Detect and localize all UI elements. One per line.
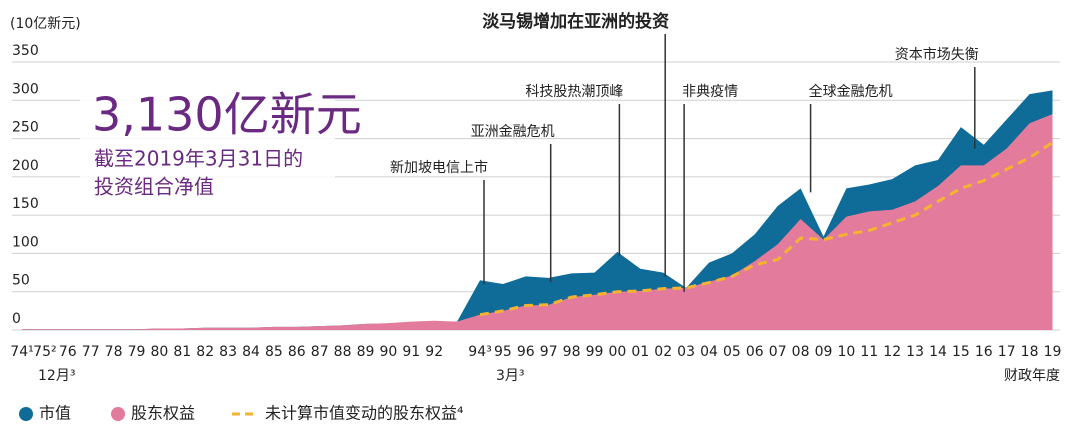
x-tick-label: 15 <box>952 344 970 360</box>
legend-label: 股东权益 <box>131 404 195 423</box>
x-tick-label: 87 <box>311 344 329 360</box>
x-tick-label: 09 <box>815 344 833 360</box>
y-tick-label: 100 <box>12 234 39 250</box>
x-tick-label: 02 <box>654 344 672 360</box>
headline-box <box>80 88 335 210</box>
x-tick-label: 77 <box>82 344 100 360</box>
dashed-line <box>479 141 1054 317</box>
x-tick-label: 13 <box>906 344 924 360</box>
x-tick-label: 08 <box>792 344 810 360</box>
x-tick-label: 01 <box>631 344 649 360</box>
x-tick-label: 00 <box>608 344 626 360</box>
x-tick-label: 74¹ <box>10 344 33 360</box>
x-tick-label: 12 <box>883 344 901 360</box>
y-tick-label: 200 <box>12 158 39 174</box>
annotation: 非典疫情 <box>682 84 738 100</box>
x-tick-label: 11 <box>860 344 878 360</box>
x-tick-label: 16 <box>975 344 993 360</box>
x-tick-label: 85 <box>265 344 283 360</box>
x-tick-label: 89 <box>357 344 375 360</box>
y-tick-label: 50 <box>12 273 30 289</box>
x-tick-label: 84 <box>242 344 260 360</box>
x-tick-label: 92 <box>425 344 443 360</box>
x-tick-label: 91 <box>402 344 420 360</box>
x-tick-label: 95 <box>494 344 512 360</box>
annotation: 淡马锡增加在亚洲的投资 <box>482 11 669 32</box>
x-sublabel: 3月³ <box>496 368 525 384</box>
x-tick-label: 14 <box>929 344 947 360</box>
x-tick-label: 07 <box>769 344 787 360</box>
x-tick-label: 80 <box>150 344 168 360</box>
legend-swatch <box>19 407 33 421</box>
x-tick-label: 76 <box>59 344 77 360</box>
x-tick-label: 04 <box>700 344 718 360</box>
x-tick-label: 98 <box>563 344 581 360</box>
headline-value: 3,130亿新元 <box>92 88 362 142</box>
legend-swatch <box>111 407 125 421</box>
x-tick-label: 78 <box>105 344 123 360</box>
y-tick-label: 150 <box>12 196 39 212</box>
x-tick-label: 82 <box>196 344 214 360</box>
legend-label: 未计算市值变动的股东权益⁴ <box>265 404 463 423</box>
legend-label: 市值 <box>39 404 71 423</box>
x-tick-label: 88 <box>334 344 352 360</box>
annotation: 科技股热潮顶峰 <box>525 84 623 100</box>
x-tick-label: 75² <box>33 344 56 360</box>
y-tick-label: 0 <box>12 311 21 327</box>
annotation: 新加坡电信上市 <box>390 159 488 176</box>
x-tick-label: 90 <box>379 344 397 360</box>
x-tick-label: 97 <box>540 344 558 360</box>
area <box>22 114 1053 330</box>
x-tick-label: 79 <box>128 344 146 360</box>
annotation: 亚洲金融危机 <box>471 124 555 140</box>
headline-line: 投资组合净值 <box>94 175 214 199</box>
x-tick-label: 03 <box>677 344 695 360</box>
x-tick-label: 83 <box>219 344 237 360</box>
annotation: 资本市场失衡 <box>895 46 979 63</box>
x-tick-label: 94³ <box>468 344 491 360</box>
x-sublabel: 12月³ <box>38 368 75 384</box>
annotation: 全球金融危机 <box>809 83 893 100</box>
y-tick-label: 300 <box>12 81 39 97</box>
x-tick-label: 81 <box>173 344 191 360</box>
headline-line: 截至2019年3月31日的 <box>94 147 303 171</box>
x-tick-label: 06 <box>746 344 764 360</box>
x-tick-label: 17 <box>998 344 1016 360</box>
x-tick-label: 86 <box>288 344 306 360</box>
x-tick-label: 96 <box>517 344 535 360</box>
y-unit-label: (10亿新元) <box>10 16 81 32</box>
y-tick-label: 350 <box>12 43 39 59</box>
x-tick-label: 18 <box>1021 344 1039 360</box>
x-tick-label: 05 <box>723 344 741 360</box>
x-tick-label: 10 <box>837 344 855 360</box>
x-tick-label: 99 <box>586 344 604 360</box>
x-tick-label: 19 <box>1044 344 1062 360</box>
x-axis-label: 财政年度 <box>1004 368 1060 384</box>
y-tick-label: 250 <box>12 120 39 136</box>
